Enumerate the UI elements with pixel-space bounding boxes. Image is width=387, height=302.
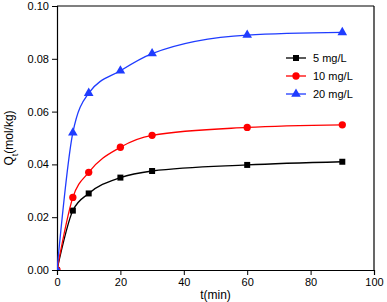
x-axis-title: t(min) [200,288,231,302]
x-tick: 80 [305,270,317,288]
data-point [70,208,76,214]
y-axis: 0.00 0.02 0.04 0.06 0.08 0.10 [28,0,58,276]
y-axis-title: Qt(mol/kg) [2,110,20,165]
x-tick-mark [374,270,375,275]
x-tick-label: 100 [365,276,383,288]
axis-line [58,271,375,276]
data-marks [57,27,347,270]
frame-right [373,6,374,270]
y-tick-label: 0.04 [28,158,49,170]
plot-area: 0 20 40 60 80 100 0.00 0.02 0.04 0.06 0.08 0.10 [28,0,384,288]
x-tick: 60 [242,270,254,288]
legend-marker [292,72,299,79]
legend-item: 10 mg/L [286,70,353,82]
data-point [148,132,155,139]
data-point [116,65,126,73]
y-tick-mark [52,6,57,7]
x-tick: 0 [54,270,60,288]
data-point [244,162,250,168]
x-tick-label: 0 [54,276,60,288]
data-point [339,121,346,128]
legend: 5 mg/L 10 mg/L 20 mg/L [286,52,353,100]
y-tick: 0.06 [28,106,57,118]
x-tick-label: 80 [305,276,317,288]
legend-label: 5 mg/L [313,52,347,64]
y-tick: 0.08 [28,53,57,65]
legend-marker [293,55,299,61]
y-tick-label: 0.06 [28,106,49,118]
legend-item: 5 mg/L [286,52,347,64]
y-tick: 0.02 [28,211,57,223]
x-tick: 100 [365,270,383,288]
y-tick: 0.04 [28,158,57,170]
data-point [244,124,251,131]
y-tick-label: 0.08 [28,53,49,65]
x-tick-label: 40 [178,276,190,288]
data-point [57,264,62,270]
data-point [68,127,78,135]
x-tick: 40 [178,270,190,288]
y-tick-mark [52,270,57,271]
data-point [149,168,155,174]
x-tick-mark [247,270,248,275]
data-point [242,29,252,37]
y-tick-mark [52,164,57,165]
y-tick-label: 0.02 [28,211,49,223]
chart: 0 20 40 60 80 100 0.00 0.02 0.04 0.06 0.08 0.10 t(mi… [0,0,387,302]
x-axis: 0 20 40 60 80 100 [54,270,383,288]
data-point [117,144,124,151]
y-tick: 0.10 [28,0,57,12]
data-point [85,169,92,176]
data-point [84,88,94,96]
y-tick-label: 0.10 [28,0,49,12]
series-line [57,125,342,270]
x-tick-mark [311,270,312,275]
x-tick: 20 [115,270,127,288]
legend-item: 20 mg/L [286,88,353,100]
y-tick-mark [52,59,57,60]
y-tick-mark [52,217,57,218]
y-tick: 0.00 [28,264,57,276]
legend-marker [291,88,301,96]
frame-top [57,5,374,6]
data-point [337,27,347,35]
x-tick-mark [120,270,121,275]
data-point [69,194,76,201]
data-point [147,48,157,56]
series-line [57,162,342,270]
data-point [117,175,123,181]
y-tick-mark [52,112,57,113]
legend-label: 20 mg/L [313,88,353,100]
x-tick-label: 20 [115,276,127,288]
data-point [339,159,345,165]
legend-label: 10 mg/L [313,70,353,82]
series-line [57,32,342,270]
y-tick-label: 0.00 [28,264,49,276]
data-point [86,190,92,196]
axis-line [52,7,58,271]
x-tick-label: 60 [242,276,254,288]
x-tick-mark [184,270,185,275]
